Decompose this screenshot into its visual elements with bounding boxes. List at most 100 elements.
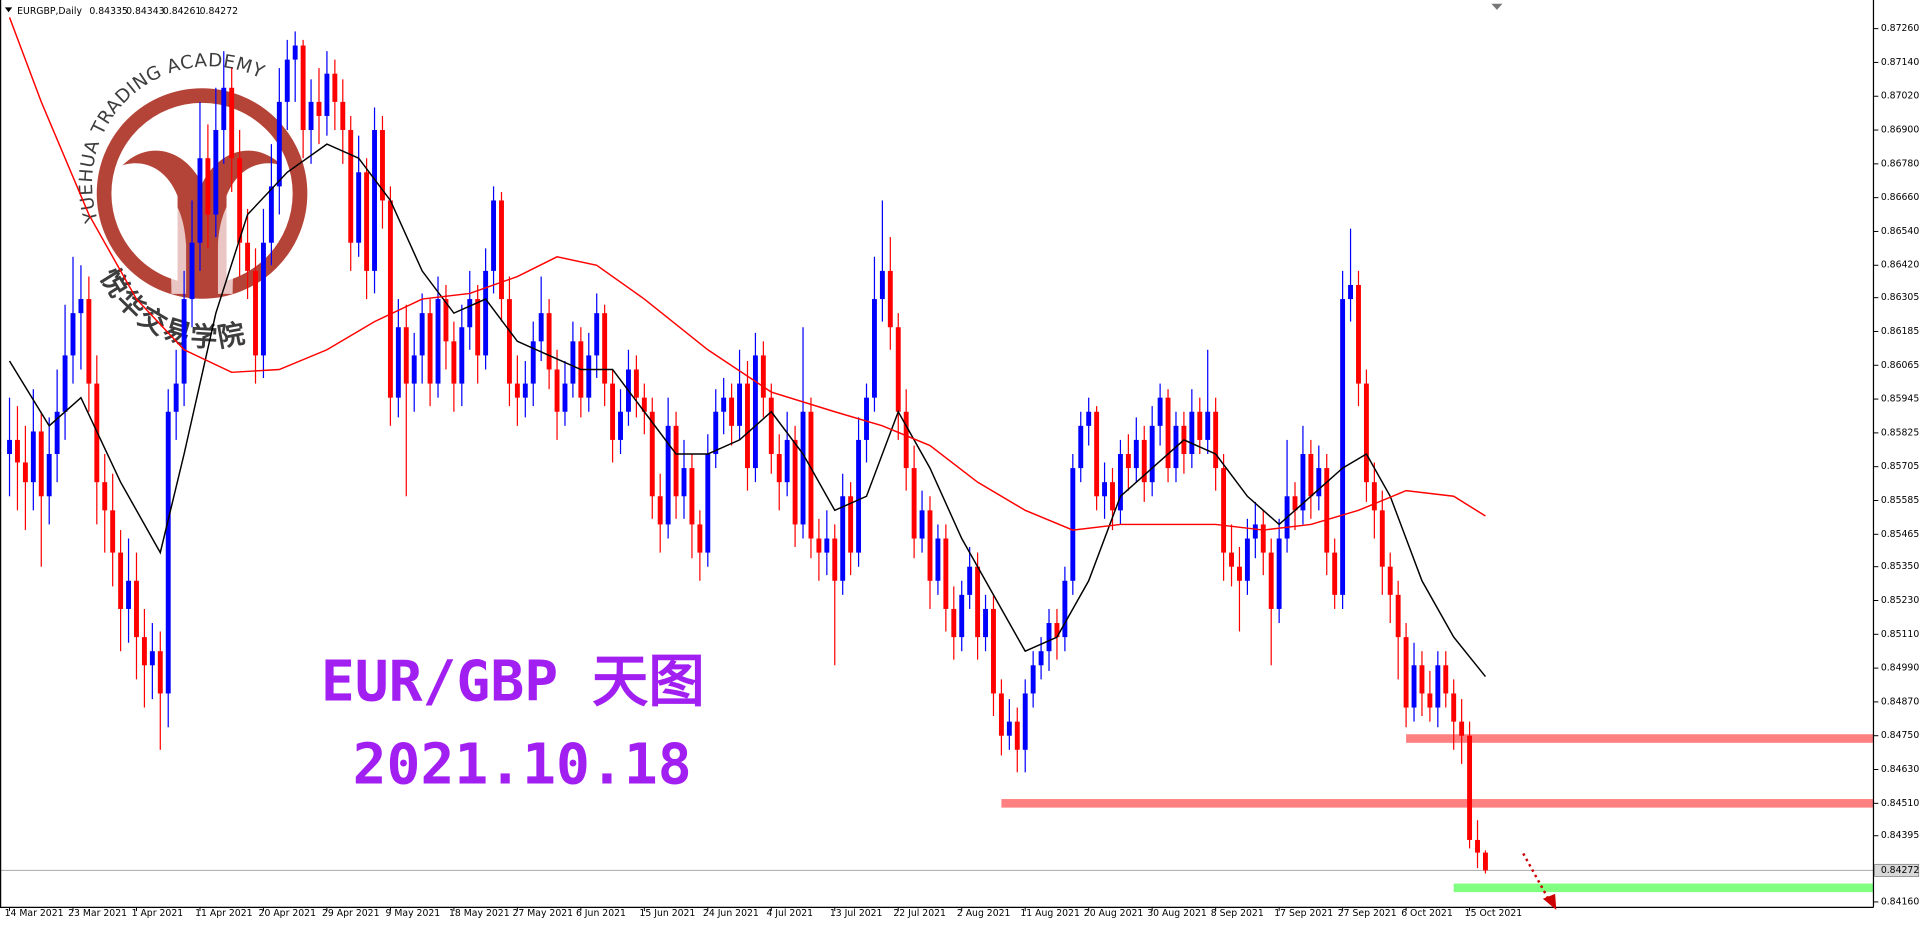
candle-body [887, 270, 893, 328]
candle-body [951, 608, 957, 638]
candle-body [324, 73, 330, 116]
x-tick-label: 27 May 2021 [512, 908, 573, 919]
arrow-head [1542, 893, 1557, 910]
candle-body [586, 355, 592, 398]
candle-body [1213, 411, 1219, 469]
candle-body [689, 468, 695, 525]
candle-body [1197, 411, 1203, 440]
x-tick-label: 22 Jul 2021 [893, 908, 946, 919]
candle-body [1387, 566, 1393, 595]
x-tick-label: 20 Aug 2021 [1084, 908, 1144, 919]
header-low: 0.84261 [163, 6, 202, 17]
candle-body [292, 45, 298, 60]
y-tick-label: 0.85465 [1881, 529, 1920, 540]
candle-body [467, 299, 473, 328]
candle-body [1435, 665, 1441, 708]
candle-body [1292, 496, 1298, 511]
candle-body [395, 327, 401, 398]
candle-body [253, 270, 258, 356]
y-tick-label: 0.86185 [1881, 326, 1920, 337]
forecast-arrow [1522, 852, 1557, 910]
candle-body [1300, 454, 1306, 511]
candle-body [1165, 397, 1171, 469]
candle-body [7, 439, 12, 455]
candle-body [1102, 482, 1108, 497]
y-tick-label: 0.84160 [1881, 896, 1920, 907]
header-close: 0.84272 [200, 6, 238, 17]
y-tick-label: 0.86540 [1881, 226, 1920, 237]
x-tick-label: 23 Mar 2021 [68, 908, 127, 919]
candle-body [816, 538, 822, 553]
candle-body [871, 299, 877, 398]
candle-body [1427, 693, 1433, 708]
candle-body [221, 87, 227, 131]
candle-body [54, 411, 60, 455]
candle-body [1030, 665, 1036, 694]
candle-body [110, 510, 116, 553]
candle-body [832, 538, 838, 581]
candle-body [300, 45, 306, 131]
candle-body [927, 510, 933, 581]
x-tick-label: 20 Apr 2021 [259, 908, 317, 919]
candle-body [784, 439, 790, 483]
candle-body [372, 130, 377, 271]
candle-body [149, 651, 155, 666]
candle-body [332, 73, 338, 102]
candle-body [229, 87, 235, 159]
candle-body [1149, 425, 1155, 483]
candle-body [752, 355, 758, 469]
x-tick-label: 17 Sep 2021 [1274, 908, 1333, 919]
moving-average [8, 143, 1487, 678]
candle-body [1110, 482, 1115, 511]
y-tick-label: 0.84395 [1881, 830, 1920, 841]
watermark-logo: YUEHUA TRADING ACADEMY 悦华交易学院 [76, 50, 308, 354]
candle-body [1221, 468, 1227, 553]
annotation-date: 2021.10.18 [353, 733, 692, 798]
candle-body [1348, 284, 1353, 300]
candle-body [411, 355, 417, 384]
candle-body [800, 411, 806, 525]
candle-body [697, 524, 703, 553]
price-tag-box [1874, 863, 1920, 877]
x-tick-label: 15 Jun 2021 [639, 908, 695, 919]
candle-body [1411, 665, 1417, 708]
candle-body [1332, 552, 1338, 595]
y-tick-label: 0.84990 [1881, 663, 1920, 674]
candle-body [491, 200, 497, 271]
candle-body [197, 158, 203, 243]
logo-emblem-cut [144, 183, 187, 294]
candle-body [856, 439, 862, 553]
candle-body [530, 341, 536, 384]
x-tick-label: 6 Oct 2021 [1401, 908, 1453, 919]
candle-body [1467, 735, 1473, 840]
candle-body [165, 411, 171, 694]
candle-body [1022, 693, 1028, 750]
candle-body [1070, 468, 1076, 581]
candle-body [245, 242, 251, 271]
candle-body [1038, 651, 1044, 666]
candle-body [38, 431, 44, 497]
candle-body [348, 130, 354, 243]
candle-body [959, 594, 965, 638]
candle-body [1046, 623, 1052, 652]
candle-body [903, 411, 909, 469]
candle-body [1094, 411, 1100, 497]
candle-body [864, 397, 869, 440]
candle-body [134, 580, 139, 638]
candle-body [975, 566, 981, 638]
candle-body [189, 242, 195, 300]
candle-body [1451, 693, 1457, 722]
candle-body [737, 383, 742, 426]
x-tick-label: 29 Apr 2021 [322, 908, 380, 919]
candle-body [991, 608, 996, 694]
candle-body [538, 313, 544, 342]
candle-body [260, 242, 266, 356]
candle-body [1363, 383, 1369, 483]
x-tick-label: 9 May 2021 [386, 908, 441, 919]
candle-body [729, 397, 735, 426]
candle-body [237, 158, 243, 243]
y-tick-label: 0.86900 [1881, 125, 1920, 136]
candle-body [641, 397, 647, 412]
candle-body [380, 130, 385, 201]
